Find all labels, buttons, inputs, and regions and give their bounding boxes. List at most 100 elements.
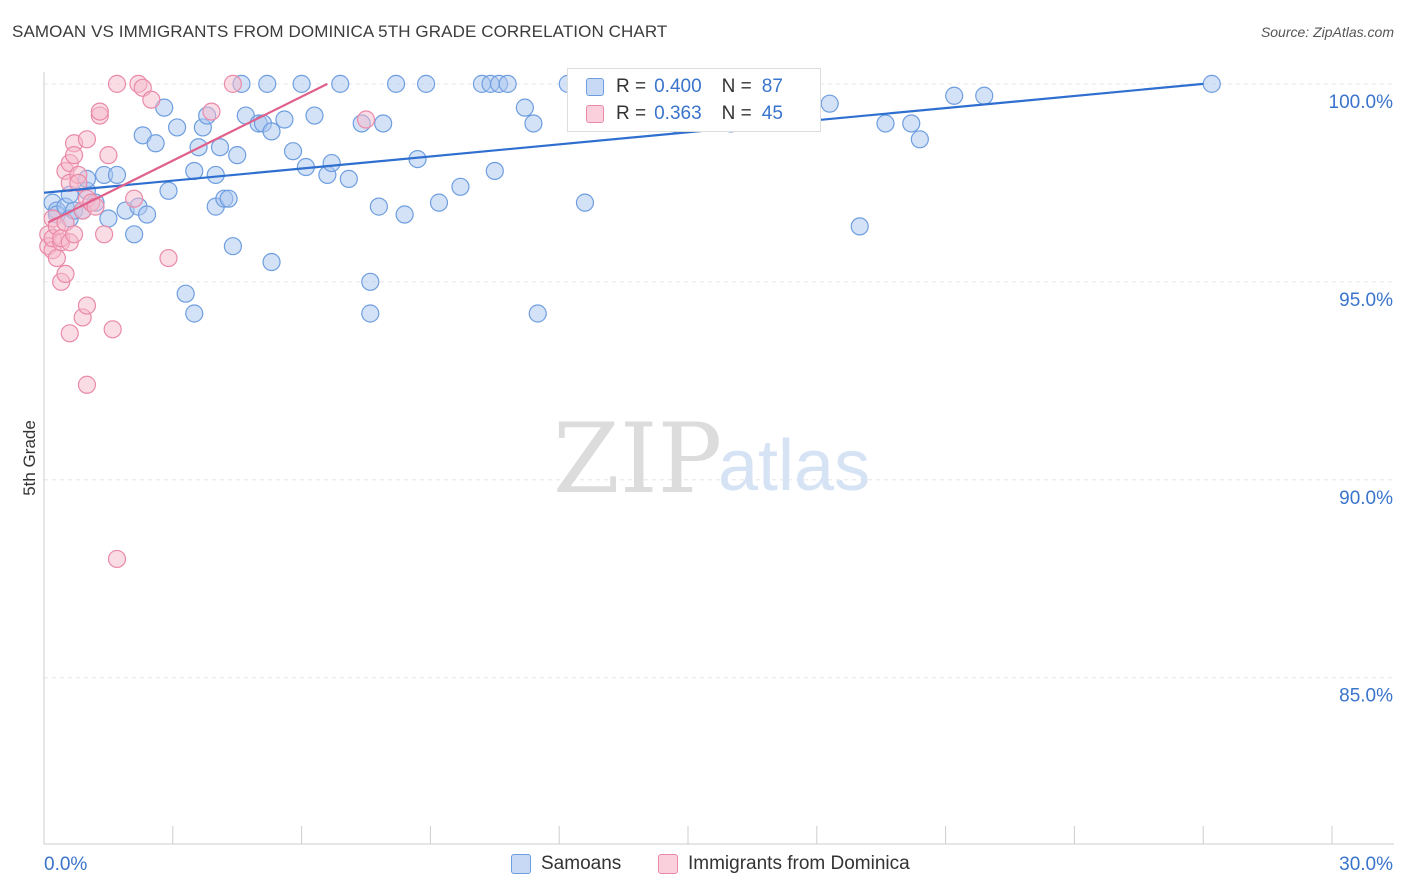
watermark-atlas: atlas	[718, 426, 870, 506]
samoan-point	[210, 138, 230, 157]
legend-row-samoans: R = 0.400 N = 87	[586, 75, 783, 99]
chart-title: SAMOAN VS IMMIGRANTS FROM DOMINICA 5TH G…	[12, 22, 668, 41]
samoan-point	[176, 284, 195, 303]
samoan-point	[146, 134, 165, 153]
legend-label-samoans: Samoans	[541, 853, 622, 874]
samoan-point	[361, 304, 380, 323]
samoan-point	[515, 98, 534, 117]
samoan-point	[575, 193, 595, 212]
dominica-trendline	[47, 82, 328, 224]
x-tick-label: 0.0%	[44, 854, 87, 875]
y-axis-label: 5th Grade	[20, 420, 39, 496]
y-tick-label: 95.0%	[1339, 290, 1393, 311]
samoan-point	[107, 165, 127, 185]
samoan-point	[361, 272, 380, 291]
dominica-point	[103, 320, 122, 339]
samoan-point	[125, 225, 144, 244]
samoan-point	[99, 209, 118, 228]
dominica-point	[64, 146, 84, 165]
samoan-point	[137, 205, 157, 224]
n-label: N =	[721, 76, 752, 97]
legend-row-dominica: R = 0.363 N = 45	[586, 102, 783, 126]
watermark-zip: ZIP	[553, 403, 722, 515]
dominica-point	[47, 248, 66, 268]
r-value: 0.363	[654, 103, 702, 124]
dominica-point	[69, 173, 88, 192]
samoan-point	[975, 86, 994, 105]
r-label: R =	[616, 103, 647, 124]
samoan-point	[369, 197, 388, 216]
samoan-point	[820, 94, 839, 113]
dominica-point	[99, 146, 118, 165]
samoan-point	[159, 181, 178, 200]
legend-label-dominica: Immigrants from Dominica	[688, 853, 910, 874]
samoan-point	[283, 142, 303, 161]
dominica-point	[159, 248, 178, 268]
samoan-point	[262, 122, 281, 141]
dominica-point	[64, 225, 84, 244]
samoan-point	[322, 153, 341, 173]
y-tick-label: 90.0%	[1339, 488, 1393, 509]
dominica-point	[77, 296, 97, 315]
x-tick-label: 30.0%	[1339, 854, 1393, 875]
samoan-point	[275, 110, 294, 129]
correlation-legend: R = 0.400 N = 87 R = 0.363 N = 45	[567, 68, 821, 132]
dominica-point	[60, 324, 79, 343]
dominica-point	[77, 130, 97, 149]
samoan-point	[292, 74, 311, 93]
samoan-point	[910, 130, 929, 149]
dominica-point	[142, 90, 161, 109]
samoans-legend-swatch	[511, 854, 531, 874]
legend-item-samoans: Samoans	[511, 852, 621, 876]
samoan-point	[185, 304, 204, 323]
dominica-point	[56, 264, 75, 284]
samoan-point	[228, 146, 247, 165]
samoan-point	[219, 189, 238, 208]
r-label: R =	[616, 76, 647, 97]
samoan-point	[386, 74, 406, 93]
samoan-point	[429, 193, 449, 212]
dominica-legend-swatch	[658, 854, 678, 874]
samoan-point	[451, 177, 470, 196]
dominica-point	[86, 197, 105, 216]
dominica-point	[90, 102, 109, 121]
legend-item-dominica: Immigrants from Dominica	[658, 852, 910, 876]
n-value: 45	[761, 103, 783, 124]
samoan-point	[305, 106, 324, 125]
dominica-point	[356, 110, 376, 129]
source-label: Source: ZipAtlas.com	[1260, 24, 1394, 40]
samoan-point	[395, 205, 414, 224]
dominica-point	[77, 375, 97, 394]
y-tick-label: 85.0%	[1339, 686, 1393, 707]
samoan-point	[945, 86, 964, 105]
samoan-point	[1202, 74, 1221, 93]
r-value: 0.400	[654, 76, 702, 97]
samoan-point	[167, 118, 187, 137]
dominica-point	[107, 74, 127, 93]
dominica-point	[95, 225, 114, 244]
dominica-point	[223, 74, 243, 93]
n-value: 87	[761, 76, 783, 97]
samoan-point	[850, 217, 869, 236]
samoan-trendline	[43, 82, 1204, 194]
dominica-point	[202, 102, 221, 121]
samoan-point	[331, 74, 350, 93]
samoan-point	[528, 304, 547, 323]
samoan-point	[258, 74, 277, 93]
samoan-point	[206, 165, 225, 185]
samoan-point	[223, 237, 243, 256]
n-label: N =	[721, 103, 752, 124]
dominica-swatch	[586, 105, 604, 123]
samoan-point	[485, 161, 504, 181]
dominica-point	[107, 549, 127, 569]
samoan-point	[185, 161, 204, 181]
y-tick-label: 100.0%	[1329, 92, 1394, 113]
samoan-point	[339, 169, 358, 188]
samoans-swatch	[586, 78, 604, 96]
samoan-point	[374, 114, 393, 133]
samoan-point	[417, 74, 436, 93]
samoan-point	[262, 252, 281, 272]
dominica-point	[125, 189, 144, 208]
samoan-point	[902, 114, 921, 133]
